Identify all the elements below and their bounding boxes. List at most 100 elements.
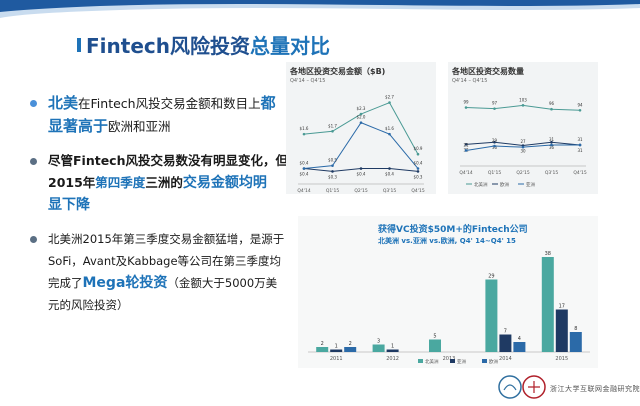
data-point [464, 143, 468, 146]
data-label: 29 [492, 138, 498, 143]
x-tick-label: Q2'15 [516, 170, 530, 176]
bar-1 [555, 309, 568, 352]
data-point [302, 132, 306, 136]
bullet-item-1: 北美在Fintech风投交易金额和数目上都 显著高于欧洲和亚洲 [30, 92, 288, 138]
header-wave-decoration [0, 0, 640, 18]
legend-label: 北美洲 [474, 181, 488, 188]
bullet-2-text: 尽管Fintech风投交易数没有明显变化，但 [48, 153, 288, 168]
x-tick-label: Q3'15 [545, 170, 559, 176]
x-tick-label: 2014 [499, 356, 512, 362]
amount-chart-subtitle: Q4'14 – Q4'15 [290, 78, 326, 84]
bullet-3-text: 北美洲2015年第三季度交易金额猛增，是源于SoFi，Avant及Kabbage… [48, 232, 285, 290]
bullet-1-highlight-2: 都 [260, 94, 276, 112]
data-point [464, 106, 468, 109]
data-point [359, 112, 363, 116]
bar-0 [485, 279, 498, 352]
bar-value-label: 3 [377, 339, 380, 345]
x-tick-label: Q4'14 [459, 170, 473, 176]
bullet-dot-icon [30, 158, 37, 165]
bullet-2-highlight: 交易金额均明 [182, 175, 267, 191]
bullet-item-3: 北美洲2015年第三季度交易金额猛增，是源于SoFi，Avant及Kabbage… [30, 228, 288, 316]
data-point [331, 129, 334, 133]
title-accent-bar [77, 38, 81, 52]
footer-logos: 浙江大学互联网金融研究院 [498, 372, 640, 404]
data-label: 103 [519, 97, 527, 102]
bar-value-label: 2 [321, 341, 324, 347]
bar-2 [569, 332, 582, 352]
data-label: $0.3 [328, 174, 337, 179]
bar-1 [386, 349, 399, 352]
bullet-list: 北美在Fintech风投交易金额和数目上都 显著高于欧洲和亚洲 尽管Fintech… [30, 92, 288, 328]
x-tick-label: 2012 [386, 356, 399, 362]
bar-value-label: 1 [335, 344, 338, 350]
data-point [302, 167, 306, 170]
data-label: $2.3 [357, 106, 366, 111]
data-point [550, 143, 553, 147]
x-tick-label: Q3'15 [383, 188, 397, 194]
data-label: $2.0 [357, 115, 366, 120]
bar-value-label: 1 [391, 344, 394, 350]
x-tick-label: Q4'15 [573, 170, 587, 176]
page-title: Fintech风险投资总量对比 [86, 34, 330, 58]
data-label: 31 [577, 137, 583, 142]
bullet-dot-icon [30, 236, 37, 243]
data-label: 31 [549, 137, 555, 142]
data-point [416, 170, 420, 173]
bar-value-label: 8 [574, 326, 577, 332]
data-label: 97 [492, 101, 498, 106]
count-chart-subtitle: Q4'14 – Q4'15 [452, 78, 488, 84]
amount-chart-panel: 各地区投资交易金额（$B) Q4'14 – Q4'15 Q4'14 Q1'15 Q2… [286, 62, 436, 194]
header-band [0, 0, 640, 72]
data-point [388, 101, 391, 104]
bullet-3-text-2: （金额大于5000万美元的风险投资） [48, 276, 278, 312]
data-label: 99 [463, 100, 469, 105]
bar-value-label: 29 [488, 274, 494, 280]
mega-round-chart-panel: 获得VC投资$50M+的Fintech公司 北美洲 vs.亚洲 vs.欧洲, Q… [298, 216, 598, 368]
x-tick-label: Q2'15 [354, 188, 368, 194]
bar-1 [499, 334, 512, 352]
bar-value-label: 4 [518, 336, 521, 342]
mega-round-chart-title: 获得VC投资$50M+的Fintech公司 [378, 225, 528, 235]
bar-value-label: 2 [349, 341, 352, 347]
data-point [493, 140, 496, 144]
bar-value-label: 38 [545, 251, 551, 257]
data-point [550, 107, 553, 111]
bar-value-label: 7 [504, 329, 507, 335]
count-line-chart: Q4'14Q1'15Q2'15Q3'15Q4'15999710396943236… [459, 97, 587, 188]
bullet-2-year: 2015年 [48, 175, 96, 190]
x-tick-label: 2013 [443, 356, 456, 362]
legend-label: 亚洲 [526, 182, 535, 188]
data-point [493, 107, 496, 110]
bar-0 [429, 339, 441, 352]
data-point [331, 170, 334, 173]
data-label: 27 [520, 139, 526, 144]
x-tick-label: Q4'15 [411, 188, 425, 194]
mega-round-bar-chart: 2 1 2 2011 3 1 2012 5 2013 29 7 4 2014 38 17 8 2015 北美洲 亚洲… [308, 251, 590, 365]
amount-chart-title: 各地区投资交易金额（$B) [290, 67, 386, 76]
data-label: $0.4 [414, 161, 423, 166]
series-line-2 [303, 122, 419, 170]
legend-label: 欧洲 [489, 358, 498, 365]
bar-0 [541, 257, 554, 352]
data-point [416, 167, 420, 170]
data-label: 21 [463, 142, 469, 147]
legend-label: 北美洲 [425, 358, 439, 365]
bullet-1-highlight-3: 显著高于 [48, 117, 109, 135]
amount-line-chart: Q4'14 Q1'15 Q2'15 Q3'15 Q4'15 $1.6 $1.7 $2.3 $2.… [297, 95, 425, 194]
x-tick-label: 2011 [330, 356, 343, 362]
legend-swatch [418, 359, 423, 363]
data-point [331, 164, 334, 167]
bar-0 [372, 344, 385, 352]
data-point [550, 140, 553, 144]
bar-1 [330, 349, 343, 352]
data-label: 30 [520, 149, 526, 154]
legend-label: 亚洲 [457, 359, 466, 365]
x-tick-label: Q1'15 [326, 188, 340, 194]
bar-value-label: 17 [559, 304, 565, 310]
legend-swatch [482, 359, 487, 363]
bullet-1-text: 在Fintech风投交易金额和数目上 [78, 96, 261, 111]
bullet-3-highlight: Mega轮投资 [82, 275, 168, 291]
data-point [388, 132, 391, 136]
data-point [359, 121, 363, 124]
bar-2 [344, 347, 357, 352]
